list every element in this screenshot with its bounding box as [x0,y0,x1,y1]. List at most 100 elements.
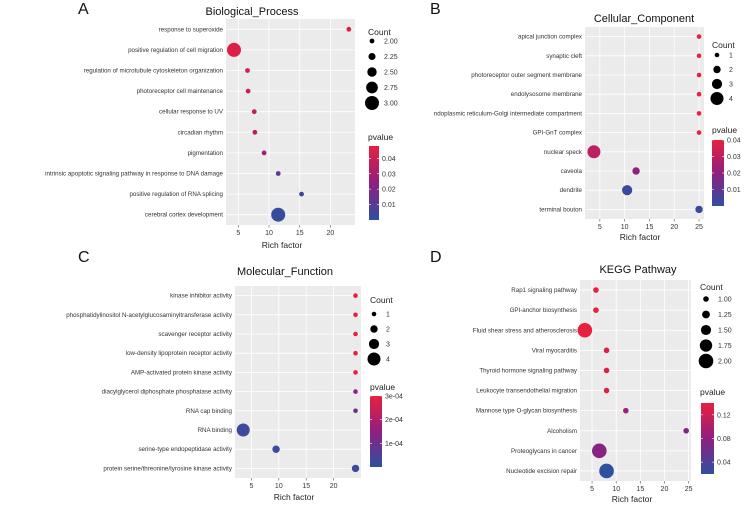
panel-letter: B [430,1,441,18]
x-tick-label: 5 [590,486,594,493]
data-point [245,68,250,73]
data-point [593,287,599,293]
data-point [299,191,304,197]
data-point [275,171,281,176]
category-label: positive regulation of RNA splicing [129,191,223,198]
size-legend-dot [711,78,723,90]
size-legend: Count 2.00 2.25 2.50 2.75 3.00 [368,27,398,108]
size-legend-title: Count [700,282,723,292]
category-label: apical junction complex [518,34,583,41]
size-legend-dot [367,352,381,366]
data-point [261,150,267,156]
data-point [226,42,241,57]
data-point [696,91,702,97]
data-point [632,167,640,175]
x-axis-title: Rich factor [620,232,661,242]
data-point [346,26,352,32]
panel-letter: A [78,1,89,18]
x-tick-label: 5 [249,483,253,490]
size-legend-dot [703,296,709,302]
category-labels: kinase inhibitor activity phosphatidylin… [66,293,233,473]
category-label: photoreceptor cell maintenance [137,88,224,95]
x-tick-label: 15 [296,230,304,237]
data-point [271,207,286,222]
category-label: intrinsic apoptotic signaling pathway in… [45,171,223,178]
category-label: protein serine/threonine/tyrosine kinase… [103,465,233,472]
size-legend-title: Count [712,40,735,50]
color-legend-title: pvalue [712,125,737,135]
category-label: RNA cap binding [186,408,233,415]
x-tick-labels: 5 10 15 20 [249,483,337,490]
data-point [353,350,358,356]
x-tick-label: 10 [621,224,629,231]
size-legend-dot [713,65,721,74]
panel-letter: D [430,249,442,266]
color-legend-label: 0.03 [727,154,741,161]
data-point [599,463,614,479]
x-tick-labels: 5 10 15 20 25 [598,224,703,231]
data-point [251,109,257,115]
x-tick-label: 20 [670,224,678,231]
data-point [236,423,250,437]
color-legend-label: 0.03 [382,171,396,178]
category-label: GPI-GnT complex [533,130,583,137]
data-point [696,111,702,116]
x-tick-labels: 5 10 15 20 [236,230,334,237]
size-legend-dot [365,96,379,110]
category-label: nuclear speck [544,149,583,156]
size-legend: Count 1 2 3 4 [712,40,735,103]
color-legend-label: 2e-04 [385,417,403,424]
x-tick-label: 5 [236,230,240,237]
size-legend-dot [700,324,712,336]
size-legend-dot [370,325,378,333]
x-tick-label: 5 [598,224,602,231]
category-label: phosphatidylinositol N-acetylglucosaminy… [66,312,233,319]
color-legend-title: pvalue [370,382,395,392]
data-point [622,185,633,196]
x-tick-labels: 5 10 15 20 25 [590,486,692,493]
color-legend: pvalue 0.04 0.08 0.12 [700,387,731,467]
data-point [696,72,702,78]
color-legend: pvalue 0.01 0.02 0.03 0.04 [368,132,396,209]
data-point [603,367,610,374]
category-label: scavenger receptor activity [158,331,233,338]
plot-background [226,19,355,225]
size-legend-label: 3.00 [384,101,398,108]
size-legend-label: 4 [729,96,733,103]
data-point [696,34,702,39]
panel-molecular-function: C Molecular_Function kinase inhibitor ac… [66,249,403,502]
category-labels: Rap1 signaling pathway GPI-anchor biosyn… [473,287,578,475]
category-label: Proteoglycans in cancer [511,448,577,455]
x-axis-title: Rich factor [274,492,315,502]
category-label: regulation of microtubule cytoskeleton o… [84,68,224,75]
color-legend-label: 0.04 [382,156,396,163]
size-legend-dot [371,311,377,317]
panel-cellular-component: B Cellular_Component apical junction com… [430,1,741,242]
data-point [353,408,358,414]
data-point [245,88,251,94]
size-legend-dot [367,67,377,77]
size-legend-label: 3 [386,342,390,349]
x-tick-label: 15 [646,224,654,231]
category-label: photoreceptor outer segment membrane [471,72,582,79]
panel-title: Molecular_Function [237,266,333,278]
category-label: positive regulation of cell migration [128,47,223,54]
color-legend-label: 0.01 [727,187,741,194]
plot-background [235,286,361,478]
category-label: GPI-anchor biosynthesis [510,307,577,314]
data-point [353,293,358,298]
data-point [353,389,358,394]
data-point [683,427,689,434]
size-legend-label: 3 [729,82,733,89]
x-tick-label: 25 [685,486,693,493]
category-label: Nucleotide excision repair [506,468,577,475]
category-label: Mannose type O-glycan biosynthesis [476,408,577,415]
size-legend-title: Count [370,295,393,305]
data-point [603,387,610,394]
data-point [353,331,358,337]
category-labels: response to superoxide positive regulati… [45,26,224,218]
color-legend-label: 0.04 [717,460,731,467]
x-tick-label: 10 [612,486,620,493]
color-legend-label: 0.12 [717,412,731,419]
data-point [623,407,629,414]
